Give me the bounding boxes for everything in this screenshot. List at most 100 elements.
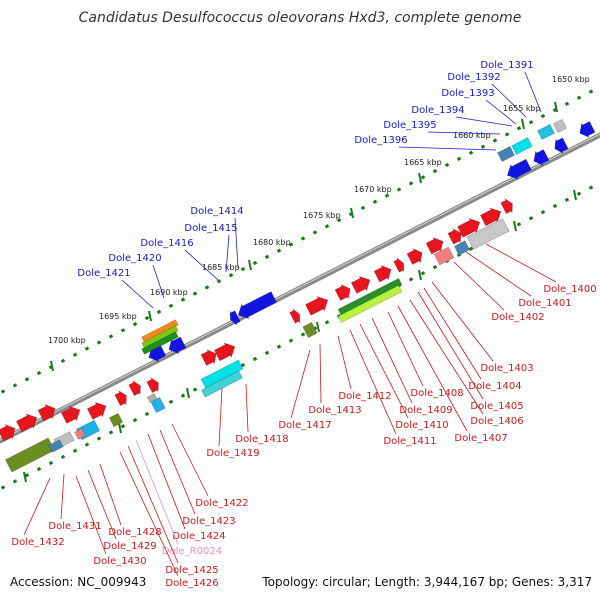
forward-gene-arrow bbox=[60, 405, 81, 424]
track-line-upper-dot bbox=[216, 279, 222, 284]
leader-line bbox=[60, 473, 65, 520]
gene-label-dole_1409: Dole_1409 bbox=[399, 405, 452, 416]
scale-label-kbp: 1675 kbp bbox=[303, 211, 341, 220]
gene-label-dole_1417: Dole_1417 bbox=[278, 420, 331, 431]
forward-gene-arrow bbox=[128, 379, 141, 397]
gene-label-dole_1404: Dole_1404 bbox=[468, 381, 521, 392]
track-tick bbox=[521, 118, 525, 130]
cog-category-block bbox=[337, 277, 403, 317]
chromosome-backbone bbox=[0, 132, 600, 444]
track-line-lower-dot bbox=[180, 393, 186, 398]
leader-line bbox=[349, 329, 397, 435]
gene-label-dole_1403: Dole_1403 bbox=[480, 363, 533, 374]
leader-line bbox=[119, 451, 179, 577]
gene-label-dole_1419: Dole_1419 bbox=[206, 448, 259, 459]
cog-category-block bbox=[511, 137, 533, 155]
track-line-upper-dot bbox=[84, 346, 90, 351]
leader-line bbox=[417, 291, 484, 400]
backbone-line bbox=[0, 132, 600, 444]
track-line-lower-dot bbox=[60, 454, 66, 459]
track-line-lower-dot bbox=[516, 222, 522, 227]
track-line-lower-dot bbox=[120, 424, 126, 429]
track-line-lower-dot bbox=[288, 338, 294, 343]
track-line-lower-dot bbox=[528, 216, 534, 221]
gene-label-dole_1407: Dole_1407 bbox=[454, 433, 507, 444]
gene-label-dole_1420: Dole_1420 bbox=[108, 253, 161, 264]
track-line-lower-dot bbox=[192, 387, 198, 392]
track-line-upper-dot bbox=[180, 297, 186, 302]
scale-label-kbp: 1655 kbp bbox=[503, 104, 541, 113]
track-tick bbox=[186, 387, 190, 399]
leader-line bbox=[218, 387, 223, 447]
gene-label-dole_1428: Dole_1428 bbox=[108, 527, 161, 538]
track-line-lower-dot bbox=[324, 320, 330, 325]
cog-category-block bbox=[433, 246, 455, 266]
leader-line bbox=[398, 146, 497, 151]
track-tick bbox=[248, 259, 252, 271]
leader-line bbox=[87, 469, 117, 540]
forward-gene-arrow bbox=[373, 264, 392, 283]
track-line-upper-dot bbox=[72, 352, 78, 357]
gene-label-dole_1413: Dole_1413 bbox=[308, 405, 361, 416]
scale-label-kbp: 1680 kbp bbox=[253, 238, 291, 247]
gene-label-dole_1416: Dole_1416 bbox=[140, 238, 193, 249]
forward-gene-arrow bbox=[393, 257, 405, 273]
cog-category-block bbox=[146, 393, 158, 403]
track-line-lower-dot bbox=[420, 271, 426, 276]
scale-label-kbp: 1665 kbp bbox=[404, 158, 442, 167]
gene-label-dole_1418: Dole_1418 bbox=[235, 434, 288, 445]
track-line-upper-dot bbox=[264, 254, 270, 259]
genome-summary-label: Topology: circular; Length: 3,944,167 bp… bbox=[261, 575, 592, 589]
leader-line bbox=[184, 249, 219, 281]
forward-gene-arrow bbox=[425, 236, 444, 255]
gene-label-dole_1401: Dole_1401 bbox=[518, 298, 571, 309]
cog-category-block bbox=[141, 325, 179, 349]
leader-line bbox=[359, 323, 409, 419]
track-line-lower-dot bbox=[264, 350, 270, 355]
cog-category-block bbox=[201, 370, 243, 398]
reverse-gene-arrow bbox=[229, 310, 241, 326]
reverse-gene-arrow bbox=[237, 291, 277, 320]
gene-label-dole_1396: Dole_1396 bbox=[354, 135, 407, 146]
leader-line bbox=[491, 83, 527, 118]
gene-label-dole_r0024: Dole_R0024 bbox=[162, 546, 222, 557]
track-line-lower-dot bbox=[240, 362, 246, 368]
track-tick bbox=[513, 220, 517, 232]
leader-line bbox=[99, 463, 122, 526]
track-tick bbox=[316, 321, 320, 333]
gene-label-dole_1411: Dole_1411 bbox=[383, 436, 436, 447]
leader-line bbox=[485, 99, 517, 125]
track-line-upper-dot bbox=[36, 370, 42, 376]
track-line-upper-dot bbox=[108, 334, 114, 339]
forward-gene-arrow bbox=[86, 401, 107, 420]
cog-category-block bbox=[552, 118, 568, 134]
track-line-lower-dot bbox=[408, 277, 414, 282]
scale-label-kbp: 1670 kbp bbox=[354, 185, 392, 194]
gene-label-dole_1424: Dole_1424 bbox=[172, 531, 225, 542]
gene-label-dole_1392: Dole_1392 bbox=[447, 72, 500, 83]
track-line-upper-dot bbox=[480, 144, 486, 149]
leader-line bbox=[171, 423, 209, 497]
forward-gene-arrow bbox=[146, 376, 159, 394]
gene-label-dole_1406: Dole_1406 bbox=[470, 416, 523, 427]
track-line-upper-dot bbox=[540, 113, 546, 119]
track-line-lower-dot bbox=[36, 466, 42, 472]
scale-label-kbp: 1695 kbp bbox=[99, 312, 137, 321]
reverse-gene-arrow bbox=[168, 336, 187, 355]
cog-category-block bbox=[141, 331, 179, 355]
track-line-upper-dot bbox=[156, 309, 162, 315]
track-line-upper-dot bbox=[0, 389, 6, 394]
cog-category-block bbox=[74, 428, 86, 440]
track-line-lower-dot bbox=[168, 399, 174, 404]
track-tick bbox=[418, 269, 422, 281]
leader-line bbox=[290, 349, 311, 419]
leader-line bbox=[127, 445, 179, 564]
track-line-upper-dot bbox=[120, 328, 126, 333]
track-line-lower-dot bbox=[0, 485, 6, 490]
leader-line bbox=[225, 234, 230, 273]
leader-line bbox=[121, 279, 154, 309]
leader-line bbox=[23, 477, 51, 536]
forward-gene-arrow bbox=[406, 247, 423, 265]
track-line-upper-dot bbox=[204, 285, 210, 290]
track-tick bbox=[118, 422, 122, 434]
